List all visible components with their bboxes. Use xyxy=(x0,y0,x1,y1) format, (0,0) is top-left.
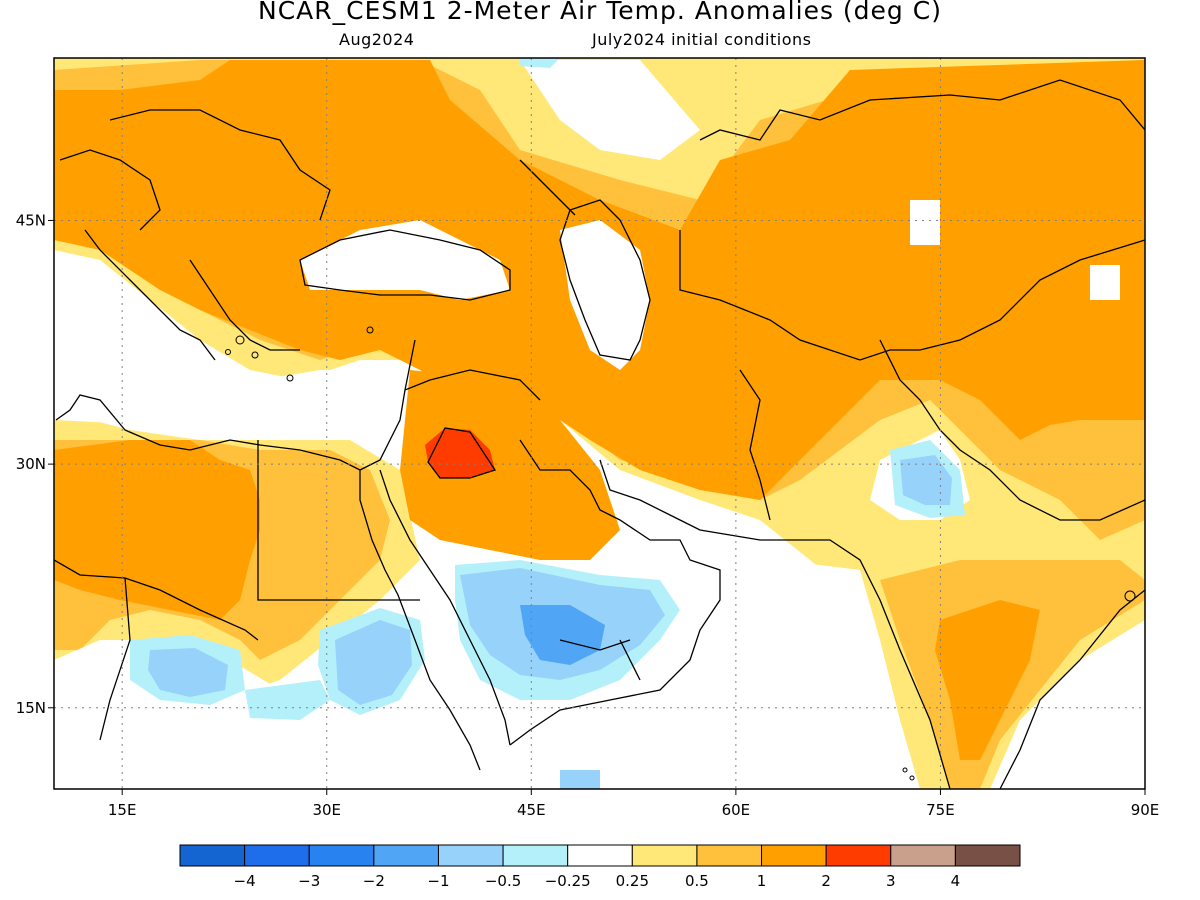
colorbar-label: 0.25 xyxy=(616,872,649,890)
lon-axis: 15E 30E 45E 60E 75E 90E xyxy=(108,789,1159,819)
colorbar-label: −0.5 xyxy=(485,872,521,890)
colorbar-label: −4 xyxy=(234,872,256,890)
colorbar-swatch xyxy=(373,844,439,867)
anomaly-negative xyxy=(130,58,965,789)
colorbar-swatch xyxy=(696,844,763,867)
coastlines-borders xyxy=(54,79,1145,789)
colorbar-label: 1 xyxy=(757,872,767,890)
valid-month: Aug2024 xyxy=(339,30,415,49)
lon-tick-label: 45E xyxy=(517,801,546,819)
lat-tick-label: 30N xyxy=(16,455,46,473)
colorbar-swatch xyxy=(179,844,246,867)
map-title: NCAR_CESM1 2-Meter Air Temp. Anomalies (… xyxy=(258,0,942,25)
colorbar-label: −3 xyxy=(298,872,320,890)
colorbar-label: −1 xyxy=(427,872,449,890)
colorbar-swatch xyxy=(954,844,1021,867)
anomaly-fields xyxy=(54,58,1145,789)
islands xyxy=(225,326,1136,781)
lon-tick-label: 75E xyxy=(926,801,955,819)
plot-frame xyxy=(53,57,1146,790)
colorbar-swatch xyxy=(761,844,827,867)
colorbar-label: −2 xyxy=(363,872,385,890)
colorbar: −4 −3 −2 −1 −0.5 −0.25 0.25 0.5 1 2 3 4 xyxy=(179,844,1021,890)
colorbar-swatch xyxy=(244,844,310,867)
colorbar-swatch xyxy=(890,844,956,867)
lat-tick-label: 15N xyxy=(16,699,46,717)
colorbar-swatch xyxy=(502,844,569,867)
lon-tick-label: 90E xyxy=(1131,801,1160,819)
colorbar-swatch xyxy=(308,844,375,867)
graticule xyxy=(54,58,1145,789)
lon-tick-label: 60E xyxy=(722,801,751,819)
colorbar-swatch xyxy=(631,844,698,867)
colorbar-label: 0.5 xyxy=(685,872,709,890)
init-conditions: July2024 initial conditions xyxy=(592,30,812,49)
lat-tick-label: 45N xyxy=(16,211,46,229)
lon-tick-label: 15E xyxy=(108,801,137,819)
colorbar-swatch xyxy=(825,844,892,867)
colorbar-swatch xyxy=(437,844,504,867)
colorbar-label: 2 xyxy=(821,872,831,890)
lat-axis: 15N 30N 45N xyxy=(16,211,54,717)
colorbar-label: −0.25 xyxy=(545,872,591,890)
colorbar-label: 4 xyxy=(951,872,961,890)
lon-tick-label: 30E xyxy=(312,801,341,819)
anomaly-pos-3 xyxy=(425,428,495,478)
colorbar-swatch xyxy=(567,844,633,867)
colorbar-label: 3 xyxy=(886,872,896,890)
